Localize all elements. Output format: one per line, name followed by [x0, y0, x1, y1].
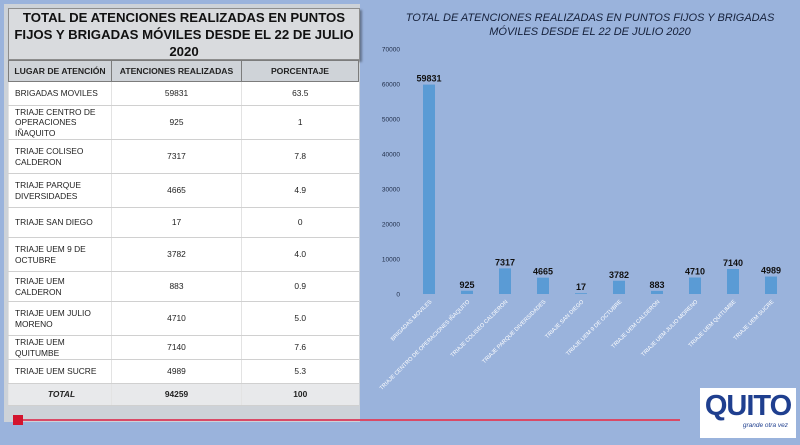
bar-value-label: 4710 — [685, 267, 705, 277]
bottom-marker — [13, 415, 23, 425]
bar — [613, 280, 625, 294]
quito-logo: QUITO grande otra vez — [700, 388, 796, 438]
y-tick-label: 30000 — [382, 187, 400, 194]
cell-place: TOTAL — [8, 383, 112, 406]
logo-slogan: grande otra vez — [742, 422, 788, 429]
y-tick-label: 10000 — [382, 257, 400, 264]
y-tick-label: 60000 — [382, 82, 400, 89]
bottom-divider — [20, 419, 680, 421]
cell-count: 7140 — [111, 335, 242, 360]
cell-count: 7317 — [111, 139, 242, 174]
cell-pct: 63.5 — [241, 81, 359, 106]
bar-value-label: 4665 — [533, 267, 553, 277]
y-tick-label: 40000 — [382, 152, 400, 159]
category-label: TRIAJE UEM SUCRE — [733, 299, 776, 342]
bar — [651, 290, 663, 294]
bar-value-label: 7317 — [495, 257, 515, 267]
bar-value-label: 883 — [649, 280, 664, 290]
y-tick-label: 70000 — [382, 47, 400, 54]
cell-count: 883 — [111, 271, 242, 302]
y-tick-label: 0 — [396, 292, 400, 299]
bar — [499, 268, 511, 294]
cell-count: 59831 — [111, 81, 242, 106]
table-row: TRIAJE UEM JULIO MORENO 4710 5.0 — [8, 301, 359, 336]
cell-count: 4665 — [111, 173, 242, 208]
table-row: TRIAJE PARQUE DIVERSIDADES 4665 4.9 — [8, 173, 359, 208]
bar — [461, 290, 473, 294]
bar — [727, 269, 739, 294]
cell-place: TRIAJE UEM QUITUMBE — [8, 335, 112, 360]
cell-place: BRIGADAS MOVILES — [8, 81, 112, 106]
table-row: TRIAJE UEM SUCRE 4989 5.3 — [8, 359, 359, 384]
y-tick-label: 50000 — [382, 117, 400, 124]
bar-value-label: 925 — [459, 280, 474, 290]
table-row: TRIAJE COLISEO CALDERON 7317 7.8 — [8, 139, 359, 174]
table-row: TRIAJE UEM 9 DE OCTUBRE 3782 4.0 — [8, 237, 359, 272]
y-tick-label: 20000 — [382, 222, 400, 229]
table-title: TOTAL DE ATENCIONES REALIZADAS EN PUNTOS… — [8, 8, 360, 60]
logo-text: QUITO — [704, 390, 792, 422]
attentions-table: LUGAR DE ATENCIÓN ATENCIONES REALIZADAS … — [8, 60, 359, 406]
table-row: TRIAJE UEM CALDERON 883 0.9 — [8, 271, 359, 302]
category-label: TRIAJE SAN DIEGO — [544, 299, 585, 340]
cell-pct: 4.9 — [241, 173, 359, 208]
cell-place: TRIAJE PARQUE DIVERSIDADES — [8, 173, 112, 208]
cell-place: TRIAJE CENTRO DE OPERACIONES IÑAQUITO — [8, 105, 112, 140]
bar — [689, 277, 701, 294]
bar-value-label: 17 — [576, 282, 586, 292]
cell-pct: 7.6 — [241, 335, 359, 360]
cell-place: TRIAJE UEM CALDERON — [8, 271, 112, 302]
cell-count: 925 — [111, 105, 242, 140]
cell-pct: 5.0 — [241, 301, 359, 336]
bar — [765, 276, 777, 294]
table-row: TRIAJE CENTRO DE OPERACIONES IÑAQUITO 925… — [8, 105, 359, 140]
cell-count: 3782 — [111, 237, 242, 272]
cell-pct: 1 — [241, 105, 359, 140]
table-row: BRIGADAS MOVILES 59831 63.5 — [8, 81, 359, 106]
cell-place: TRIAJE SAN DIEGO — [8, 207, 112, 238]
bar-value-label: 7140 — [723, 258, 743, 268]
table-row: TRIAJE UEM QUITUMBE 7140 7.6 — [8, 335, 359, 360]
column-header-percentage: PORCENTAJE — [241, 60, 359, 82]
category-label: BRIGADAS MOVILES — [390, 299, 434, 343]
cell-pct: 100 — [241, 383, 359, 406]
cell-count: 4989 — [111, 359, 242, 384]
column-header-place: LUGAR DE ATENCIÓN — [8, 60, 112, 82]
bar — [423, 84, 435, 295]
cell-place: TRIAJE UEM JULIO MORENO — [8, 301, 112, 336]
cell-place: TRIAJE UEM 9 DE OCTUBRE — [8, 237, 112, 272]
cell-count: 94259 — [111, 383, 242, 406]
cell-pct: 5.3 — [241, 359, 359, 384]
bar — [537, 277, 549, 294]
category-label: TRIAJE CENTRO DE OPERACIONES IÑAQUITO — [378, 298, 472, 392]
chart-title: TOTAL DE ATENCIONES REALIZADAS EN PUNTOS… — [405, 12, 775, 38]
cell-count: 17 — [111, 207, 242, 238]
table-row: TRIAJE SAN DIEGO 17 0 — [8, 207, 359, 238]
cell-place: TRIAJE UEM SUCRE — [8, 359, 112, 384]
column-header-count: ATENCIONES REALIZADAS — [111, 60, 242, 82]
bar-value-label: 59831 — [416, 74, 441, 84]
bar-value-label: 4989 — [761, 266, 781, 276]
cell-count: 4710 — [111, 301, 242, 336]
cell-pct: 7.8 — [241, 139, 359, 174]
bar-value-label: 3782 — [609, 270, 629, 280]
cell-pct: 4.0 — [241, 237, 359, 272]
cell-place: TRIAJE COLISEO CALDERON — [8, 139, 112, 174]
cell-pct: 0.9 — [241, 271, 359, 302]
category-label: TRIAJE PARQUE DIVERSIDADES — [481, 299, 547, 365]
cell-pct: 0 — [241, 207, 359, 238]
total-row: TOTAL 94259 100 — [8, 383, 359, 406]
bar — [575, 293, 587, 294]
